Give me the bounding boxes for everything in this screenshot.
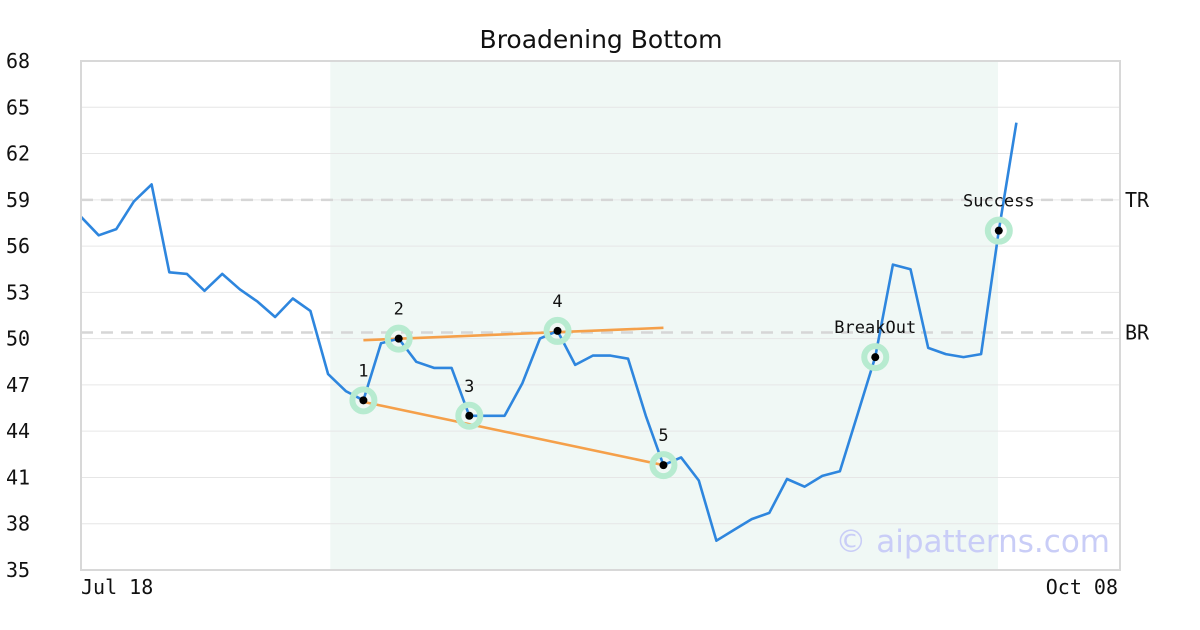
x-tick-label-start: Jul 18 xyxy=(81,575,153,599)
point-ring-4 xyxy=(543,316,572,345)
y-tick-label: 44 xyxy=(6,419,30,443)
point-ring-5 xyxy=(649,451,678,480)
y-tick-label: 56 xyxy=(6,234,30,258)
point-label-5: 5 xyxy=(658,426,668,446)
point-marker-4 xyxy=(553,326,562,335)
pattern-points: 1 2 3 4 5 BreakOut Success xyxy=(349,192,1035,480)
point-marker-success xyxy=(994,226,1003,235)
trendline-upper xyxy=(363,326,664,342)
point-ring-breakout xyxy=(861,343,890,372)
point-label-breakout: BreakOut xyxy=(834,318,916,338)
y-tick-label: 65 xyxy=(6,95,30,119)
y-tick-label: 50 xyxy=(6,327,30,351)
y-tick-label: 59 xyxy=(6,188,30,212)
x-axis-ticks: Jul 18 Oct 08 xyxy=(81,575,1118,599)
point-ring-1 xyxy=(349,386,378,415)
trendline-lower xyxy=(363,400,664,467)
level-label-br: BR xyxy=(1125,320,1150,344)
point-label-4: 4 xyxy=(552,292,562,312)
point-label-success: Success xyxy=(963,192,1035,212)
y-axis-ticks: 68 65 62 59 56 53 50 47 44 41 38 35 xyxy=(6,49,30,582)
y-tick-label: 53 xyxy=(6,280,30,304)
point-marker-breakout xyxy=(871,353,880,362)
watermark: © aipatterns.com xyxy=(835,524,1110,560)
plot-frame xyxy=(80,60,1121,571)
point-marker-3 xyxy=(465,411,474,420)
point-ring-success xyxy=(984,216,1013,245)
level-label-tr: TR xyxy=(1125,188,1150,212)
point-ring-3 xyxy=(455,401,484,430)
point-marker-5 xyxy=(659,461,668,470)
gridlines xyxy=(81,60,1120,571)
trendlines xyxy=(363,326,664,467)
y-tick-label: 62 xyxy=(6,142,30,166)
y-tick-label: 68 xyxy=(6,49,30,73)
horizontal-levels: TR BR xyxy=(81,188,1150,344)
y-tick-label: 38 xyxy=(6,512,30,536)
point-label-1: 1 xyxy=(358,361,368,381)
x-tick-label-end: Oct 08 xyxy=(1046,575,1118,599)
chart-title: Broadening Bottom xyxy=(480,25,723,54)
point-label-3: 3 xyxy=(464,377,474,397)
point-marker-2 xyxy=(394,334,403,343)
y-tick-label: 41 xyxy=(6,465,30,489)
point-ring-2 xyxy=(384,324,413,353)
pattern-zone xyxy=(330,61,998,570)
y-tick-label: 35 xyxy=(6,558,30,582)
point-marker-1 xyxy=(359,396,368,405)
y-tick-label: 47 xyxy=(6,373,30,397)
point-label-2: 2 xyxy=(394,300,404,320)
